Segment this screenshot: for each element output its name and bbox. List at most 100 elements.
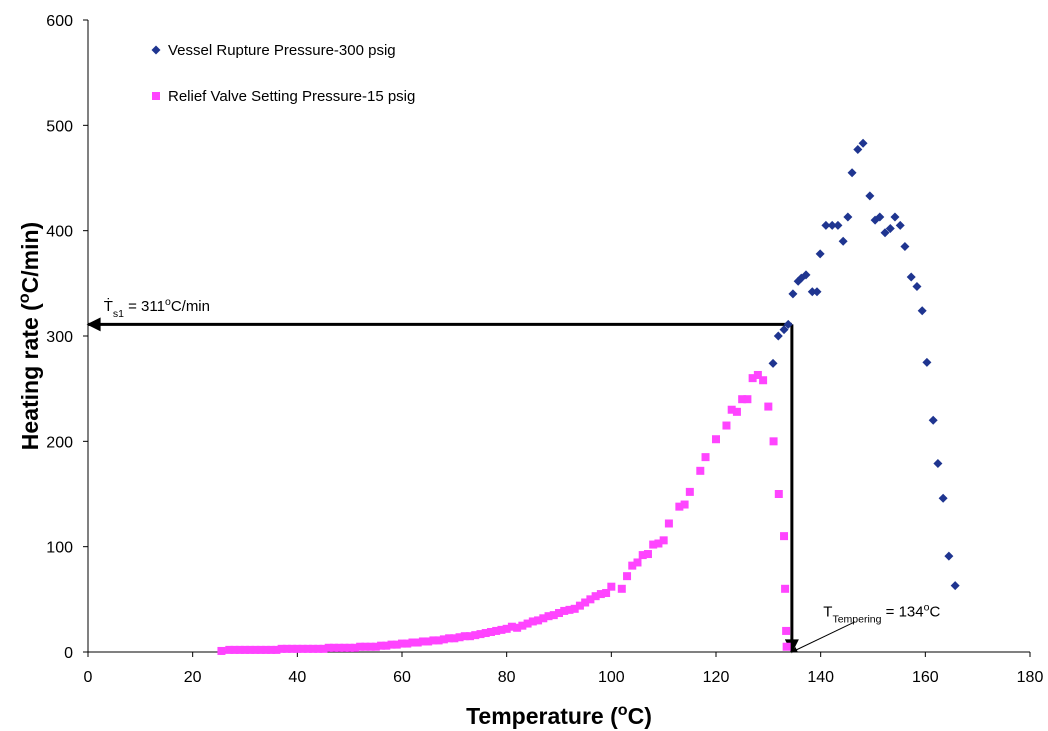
x-tick-label: 140 xyxy=(807,669,834,686)
data-point xyxy=(476,630,485,639)
data-point xyxy=(392,640,401,649)
y-axis-title: Heating rate (oC/min) xyxy=(15,222,43,450)
x-tick-label: 80 xyxy=(498,669,516,686)
data-point xyxy=(418,637,427,646)
x-tick-label: 120 xyxy=(703,669,730,686)
data-point xyxy=(633,558,642,567)
data-point xyxy=(277,644,286,653)
data-point xyxy=(460,632,469,641)
data-point xyxy=(586,595,595,604)
y-tick-label: 100 xyxy=(46,540,73,557)
x-tick-label: 20 xyxy=(184,669,202,686)
data-point xyxy=(933,458,943,468)
legend-marker xyxy=(151,45,161,55)
data-point xyxy=(261,645,270,654)
y-tick-label: 0 xyxy=(64,645,73,662)
data-point xyxy=(424,637,433,646)
data-point xyxy=(815,249,825,259)
data-point xyxy=(382,641,391,650)
data-point xyxy=(922,357,932,367)
data-point xyxy=(938,493,948,503)
data-point xyxy=(812,287,822,297)
data-point xyxy=(361,642,370,651)
data-point xyxy=(575,601,584,610)
x-axis-title: Temperature (oC) xyxy=(466,701,652,729)
data-point xyxy=(329,643,338,652)
data-point xyxy=(843,212,853,222)
data-point xyxy=(366,642,375,651)
y-tick-label: 400 xyxy=(46,224,73,241)
text-part: C xyxy=(929,604,940,621)
data-point xyxy=(450,634,459,643)
y-tick-label: 200 xyxy=(46,434,73,451)
data-point xyxy=(256,645,265,654)
data-point xyxy=(523,619,532,628)
data-point xyxy=(413,638,422,647)
data-point xyxy=(403,639,412,648)
text-part: Tempering xyxy=(832,614,881,626)
data-point xyxy=(607,582,616,591)
data-point xyxy=(764,402,773,411)
data-point xyxy=(445,634,454,643)
data-point xyxy=(303,644,312,653)
text-part: Temperature ( xyxy=(466,703,618,729)
data-point xyxy=(288,644,297,653)
text-part: o xyxy=(924,602,930,614)
data-point xyxy=(471,631,480,640)
x-tick-label: 100 xyxy=(598,669,625,686)
data-point xyxy=(685,487,694,496)
text-part: T xyxy=(823,604,832,621)
data-point xyxy=(801,270,811,280)
data-point xyxy=(492,626,501,635)
text-part: C/min xyxy=(171,298,210,315)
data-point xyxy=(555,609,563,618)
data-point xyxy=(827,220,837,230)
annotation: TTempering = 134oC xyxy=(823,602,940,626)
data-point xyxy=(727,405,736,414)
data-point xyxy=(581,598,590,607)
data-point xyxy=(743,395,752,404)
data-point xyxy=(774,490,783,498)
data-point xyxy=(267,645,276,654)
data-point xyxy=(759,376,768,385)
data-point xyxy=(880,228,890,238)
text-part: s1 xyxy=(113,308,124,320)
data-point xyxy=(350,643,359,652)
data-point xyxy=(696,466,705,475)
data-point xyxy=(293,644,302,653)
data-point xyxy=(298,644,307,653)
data-point xyxy=(769,437,778,446)
text-part: = 134 xyxy=(881,604,923,621)
data-point xyxy=(722,421,731,430)
data-point xyxy=(643,550,652,559)
data-point xyxy=(738,395,747,404)
data-point xyxy=(838,236,848,246)
data-point xyxy=(928,415,938,425)
x-tick-label: 180 xyxy=(1017,669,1044,686)
legend-marker xyxy=(152,92,160,100)
data-point xyxy=(875,212,885,222)
data-point xyxy=(853,145,863,155)
data-point xyxy=(833,220,843,230)
data-point xyxy=(502,624,511,633)
legend-label: Relief Valve Setting Pressure-15 psig xyxy=(168,88,415,105)
data-point xyxy=(466,632,475,641)
data-point xyxy=(356,642,365,651)
data-point xyxy=(781,584,790,593)
data-point xyxy=(439,635,448,644)
data-point xyxy=(335,643,344,652)
data-point xyxy=(455,633,464,642)
data-point xyxy=(732,407,741,416)
data-point xyxy=(225,645,234,654)
data-point xyxy=(387,640,396,649)
text-part: o xyxy=(165,296,171,308)
data-point xyxy=(486,627,495,636)
x-tick-label: 0 xyxy=(84,669,93,686)
arrow xyxy=(791,621,855,653)
text-part: o xyxy=(15,293,33,303)
data-point xyxy=(282,644,291,653)
data-point xyxy=(890,212,900,222)
y-tick-label: 500 xyxy=(46,118,73,135)
